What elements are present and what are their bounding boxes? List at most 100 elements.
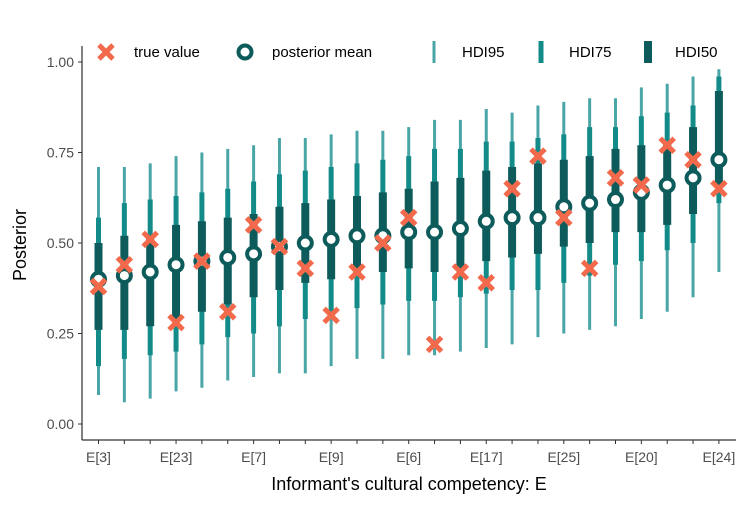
interval-group	[477, 109, 495, 348]
true-value-marker	[606, 169, 625, 187]
interval-group	[426, 119, 444, 356]
legend: true value posterior mean HDI95 HDI75 HDI50	[97, 41, 718, 63]
x-axis-title: Informant's cultural competency: E	[271, 474, 547, 494]
true-value-marker	[477, 274, 496, 292]
interval-group	[115, 166, 133, 403]
true-value-marker	[658, 136, 676, 155]
true-value-marker	[244, 216, 263, 234]
legend-item-hdi95: HDI95	[432, 41, 505, 63]
posterior-mean-point	[348, 227, 366, 245]
posterior-mean-point	[477, 212, 495, 230]
interval-group	[245, 145, 263, 377]
posterior-mean-point	[296, 234, 314, 252]
interval-group	[529, 105, 547, 338]
true-value-marker	[710, 179, 728, 198]
x-tick-label: E[6]	[396, 449, 421, 465]
x-tick-label: E[23]	[160, 449, 193, 465]
posterior-mean-point	[426, 223, 444, 241]
interval-group	[296, 138, 314, 374]
interval-group	[193, 152, 211, 388]
true-value-marker	[193, 252, 211, 270]
interval-group	[348, 130, 366, 359]
legend-item-true: true value	[97, 43, 200, 61]
true-value-marker	[555, 208, 573, 227]
interval-group	[710, 69, 728, 272]
posterior-mean-point	[141, 263, 159, 281]
posterior-mean-point	[684, 169, 702, 187]
legend-item-hdi50: HDI50	[644, 41, 718, 63]
legend-label-true: true value	[134, 44, 200, 61]
posterior-mean-point	[245, 245, 263, 263]
true-value-marker	[451, 263, 470, 281]
posterior-mean-point	[167, 256, 185, 274]
interval-group	[658, 83, 676, 312]
true-value-marker	[218, 303, 237, 321]
y-tick-label: 0.00	[47, 416, 74, 432]
x-tick-label: E[3]	[86, 449, 111, 465]
true-value-marker	[167, 313, 185, 332]
x-tick-label: E[24]	[703, 449, 736, 465]
true-value-marker	[348, 263, 366, 281]
interval-group	[219, 148, 237, 381]
interval-group	[503, 112, 521, 345]
x-tick-label: E[25]	[547, 449, 580, 465]
interval-group	[684, 76, 702, 298]
posterior-mean-point	[115, 267, 133, 285]
true-value-marker	[529, 147, 547, 165]
true-value-marker	[503, 179, 521, 198]
true-value-marker	[580, 259, 599, 278]
y-tick-label: 0.25	[47, 326, 74, 342]
posterior-mean-point	[607, 191, 624, 209]
x-axis: E[3] E[23] E[7] E[9] E[6] E[17] E[25] E[20] E[24…	[82, 439, 736, 465]
interval-group	[451, 119, 469, 352]
x-tick-label: E[7]	[241, 449, 266, 465]
true-value-marker	[296, 259, 315, 278]
interval-group	[607, 98, 624, 327]
true-value-marker	[399, 208, 418, 227]
posterior-mean-point	[451, 220, 469, 238]
posterior-mean-point	[400, 223, 418, 241]
interval-group	[141, 163, 159, 399]
posterior-mean-point	[710, 151, 728, 169]
interval-group	[167, 156, 185, 392]
interval-group	[400, 127, 418, 356]
true-value-marker	[374, 234, 392, 252]
true-value-marker	[632, 176, 651, 194]
true-value-marker	[115, 255, 134, 274]
legend-item-hdi75: HDI75	[538, 41, 612, 63]
legend-label-mean: posterior mean	[272, 44, 372, 61]
legend-item-mean: posterior mean	[236, 43, 372, 61]
legend-label-hdi50: HDI50	[675, 44, 718, 61]
posterior-mean-point	[503, 209, 521, 227]
y-tick-label: 0.75	[47, 145, 74, 161]
true-value-marker	[322, 306, 340, 325]
x-tick-label: E[9]	[319, 449, 344, 465]
posterior-mean-point	[581, 194, 599, 212]
interval-group	[581, 98, 599, 330]
posterior-mean-point	[219, 248, 237, 266]
y-tick-label: 1.00	[47, 54, 74, 70]
posterior-mean-point	[322, 230, 340, 248]
y-axis: 0.00 0.25 0.50 0.75 1.00	[47, 46, 83, 440]
y-axis-title: Posterior	[10, 209, 30, 281]
true-value-marker	[684, 150, 702, 169]
interval-group	[632, 87, 650, 320]
posterior-mean-point	[529, 209, 547, 227]
legend-key-true-value	[97, 43, 115, 61]
plot-marks	[89, 69, 728, 403]
y-tick-label: 0.50	[47, 235, 74, 251]
legend-label-hdi95: HDI95	[462, 44, 505, 61]
interval-group	[270, 138, 288, 374]
true-value-marker	[425, 335, 444, 354]
posterior-mean-point	[658, 176, 676, 194]
legend-key-posterior-mean	[236, 43, 254, 61]
true-value-marker	[141, 230, 159, 249]
posterior-mean-point	[555, 198, 573, 216]
x-tick-label: E[17]	[470, 449, 503, 465]
legend-label-hdi75: HDI75	[569, 44, 612, 61]
x-tick-label: E[20]	[625, 449, 658, 465]
true-value-marker	[270, 237, 289, 256]
true-value-marker	[89, 277, 108, 296]
interval-group	[322, 134, 340, 367]
